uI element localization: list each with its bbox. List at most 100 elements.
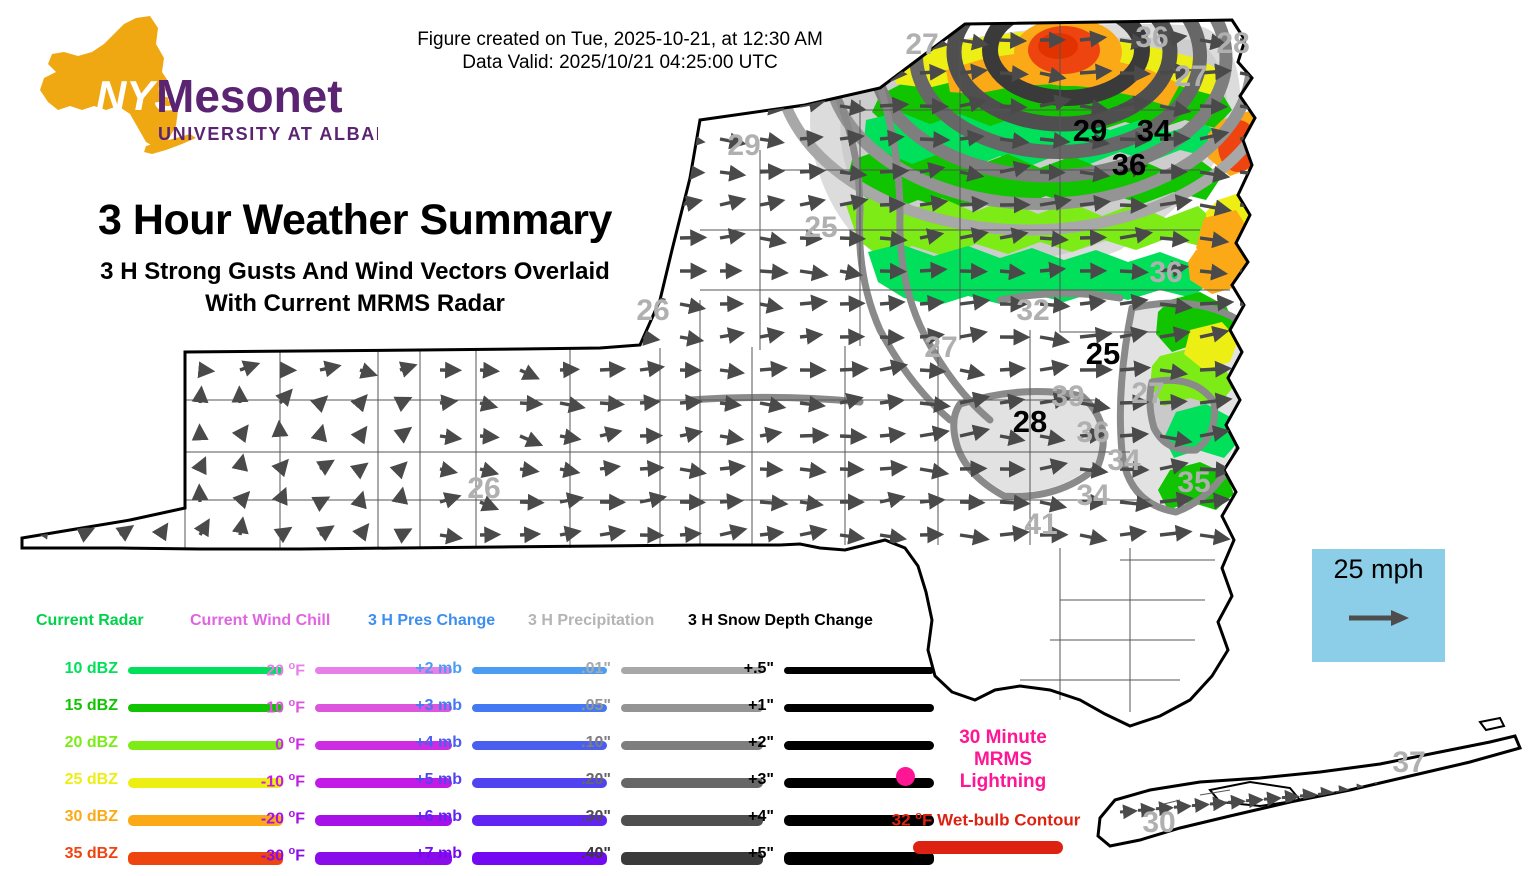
wind-vector-arrow [599, 361, 627, 379]
wind-vector-arrow [919, 63, 947, 81]
wind-vector-arrow [719, 164, 747, 182]
legend-entry-bar [784, 852, 934, 865]
wind-vector-arrow [319, 328, 342, 346]
wind-vector-arrow [70, 462, 89, 480]
wind-vector-arrow [519, 394, 544, 412]
subtitle-line-2: With Current MRMS Radar [205, 289, 505, 317]
wind-vector-arrow [599, 395, 626, 412]
wind-vector-arrow [191, 456, 207, 476]
wind-vector-arrow [559, 525, 582, 543]
gust-value-label: 34 [1107, 444, 1141, 477]
wind-vector-arrow [1119, 196, 1148, 214]
wind-vector-arrow [1039, 163, 1066, 181]
wind-vector-arrow [271, 458, 289, 478]
wind-vector-arrow [959, 528, 990, 546]
gust-value-label: 28 [1216, 27, 1249, 60]
legend-entry-label: 20 dBZ [64, 734, 118, 751]
wind-vector-arrow [999, 160, 1031, 178]
wind-vector-arrow [239, 360, 261, 377]
legend-entry-label: +5 mb [415, 771, 462, 788]
wind-vector-arrow [1159, 458, 1189, 475]
wind-vector-arrow [271, 419, 289, 438]
page-subtitle: 3 H Strong Gusts And Wind Vectors Overla… [10, 256, 700, 319]
lightning-line-2: MRMS [973, 749, 1033, 771]
wind-vector-arrow [359, 163, 380, 181]
wind-vector-arrow [1039, 194, 1072, 211]
wind-vector-arrow [639, 491, 668, 509]
wind-vector-arrow [959, 95, 987, 113]
wind-vector-arrow [759, 327, 785, 344]
legend-entry-label: 10 oF [266, 697, 305, 717]
legend: Current Radar 10 dBZ 15 dBZ 20 dBZ 25 dBZ 30 … [0, 612, 934, 876]
wind-vector-arrow [239, 163, 258, 180]
gust-value-label: 36 [1076, 416, 1109, 449]
gust-value-label: 25 [804, 211, 837, 244]
wind-vector-arrow [79, 362, 100, 379]
wind-vector-arrow [1119, 95, 1151, 113]
legend-entry-label: 30 dBZ [64, 808, 118, 825]
legend-header-0: Current Radar [36, 612, 144, 629]
wind-vector-arrow [1173, 799, 1192, 815]
wind-vector-arrow [559, 326, 587, 344]
wind-scale-label: 25 mph [1333, 554, 1424, 584]
wind-vector-arrow [1039, 230, 1069, 248]
county-lines [184, 24, 1230, 712]
wind-vector-arrow [1245, 793, 1264, 809]
wind-vector-arrow [799, 327, 824, 345]
gust-value-label: 32 [1016, 294, 1049, 327]
wind-vector-arrow [879, 96, 910, 114]
wind-vector-arrow [29, 492, 46, 512]
wind-vector-arrow [1159, 130, 1191, 148]
legend-entry-bar [472, 741, 607, 751]
legend-entry-label: +4" [748, 808, 774, 825]
wind-vector-arrow [350, 490, 367, 510]
wind-vector-arrow [999, 360, 1027, 378]
legend-entry-label: +5" [748, 845, 774, 862]
wind-vector-arrow [439, 164, 459, 181]
wind-vector-arrow [399, 95, 423, 113]
wind-vector-arrow [999, 263, 1026, 281]
wind-vector-arrow [919, 396, 951, 414]
legend-entry-bar [784, 704, 934, 713]
legend-entry-bar [784, 667, 934, 674]
legend-entry-bar [128, 778, 283, 789]
wind-vector-arrow [759, 494, 789, 512]
wind-vector-arrow [439, 527, 464, 545]
wind-vector-arrow [391, 486, 409, 505]
legend-entry-bar [315, 667, 452, 674]
legend-header-2: 3 H Pres Change [368, 612, 496, 629]
wind-vector-arrow [319, 360, 342, 378]
wind-vector-arrow [193, 518, 210, 538]
wind-vector-arrow [1317, 786, 1336, 802]
wind-vector-arrow [879, 294, 906, 312]
legend-entry-label: .30" [581, 808, 611, 825]
logo-university-text: UNIVERSITY AT ALBANY [158, 124, 378, 144]
wind-vector-arrow [1079, 426, 1107, 444]
wind-vector-arrow [919, 261, 948, 279]
wind-vector-arrow [231, 385, 249, 404]
wind-vector-arrow [1079, 326, 1113, 344]
wind-vector-arrow [1199, 325, 1230, 343]
wind-vector-arrow [879, 64, 908, 82]
wind-vector-arrow [153, 485, 170, 505]
wind-vector-arrow [1443, 775, 1462, 791]
wind-vector-arrow [399, 162, 420, 180]
wind-vector-arrow [879, 426, 907, 444]
wind-vector-arrow [959, 326, 988, 344]
wind-vector-arrow [999, 98, 1028, 116]
wind-vector-arrow [1239, 269, 1255, 277]
wind-vector-arrow [679, 163, 706, 181]
wind-vector-arrow [1159, 491, 1194, 509]
wind-vector-arrow [799, 294, 829, 312]
wind-vector-arrow [759, 297, 784, 314]
lightning-line-1: 30 Minute [959, 727, 1047, 748]
wind-vector-arrow [1119, 33, 1149, 51]
legend-entry-label: 15 dBZ [64, 697, 118, 714]
legend-header-4: 3 H Snow Depth Change [688, 612, 873, 629]
wind-vector-arrow [191, 385, 209, 404]
wind-vector-arrow [310, 423, 328, 443]
wind-vector-arrow [315, 459, 335, 476]
wind-vector-arrow [959, 262, 988, 280]
legend-entry-label: .20" [581, 771, 611, 788]
